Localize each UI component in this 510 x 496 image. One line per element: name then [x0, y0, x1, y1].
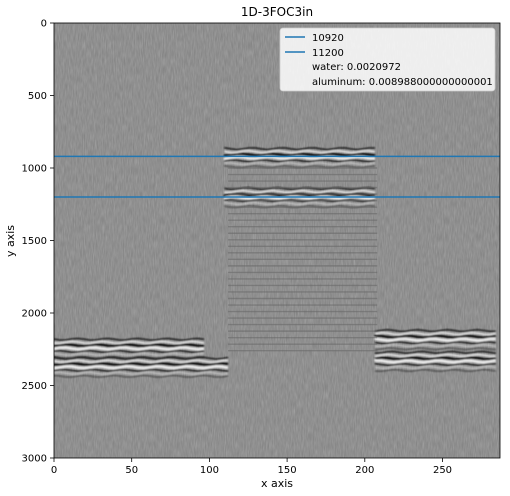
- legend-label-11200: 11200: [312, 48, 344, 59]
- reflector-4: [374, 350, 496, 372]
- reflector-0: [54, 356, 229, 378]
- x-tick-label: 100: [200, 465, 219, 476]
- x-tick-label: 50: [125, 465, 138, 476]
- x-tick-label: 150: [278, 465, 297, 476]
- x-tick-label: 250: [433, 465, 452, 476]
- x-tick-label: 200: [355, 465, 374, 476]
- legend-label-water: water: 0.0020972: [312, 62, 401, 73]
- y-axis: 0 500 1000 1500 2000 2500 3000: [22, 19, 54, 465]
- y-tick-label: 2500: [22, 381, 47, 392]
- x-axis-label: x axis: [261, 477, 293, 490]
- reflector-1: [54, 337, 205, 359]
- legend: 10920 11200 water: 0.0020972 aluminum: 0…: [279, 27, 496, 92]
- y-axis-label: y axis: [4, 225, 17, 257]
- y-tick-label: 500: [28, 91, 47, 102]
- legend-label-aluminum: aluminum: 0.008988000000000001: [312, 77, 493, 88]
- y-tick-label: 2000: [22, 309, 47, 320]
- y-tick-label: 3000: [22, 454, 47, 465]
- image-reflectors: [54, 147, 496, 378]
- legend-label-10920: 10920: [312, 33, 344, 44]
- image-noise: [54, 23, 500, 458]
- series-lines: [54, 155, 500, 198]
- y-tick-label: 1500: [22, 236, 47, 247]
- chart-title: 1D-3FOC3in: [241, 5, 313, 19]
- y-tick-label: 1000: [22, 164, 47, 175]
- plot-area: [54, 23, 500, 458]
- x-axis: 0 50 100 150 200 250: [51, 458, 452, 476]
- y-tick-label: 0: [41, 19, 47, 30]
- middle-block-striations: [228, 167, 378, 352]
- x-tick-label: 0: [51, 465, 57, 476]
- legend-box: [279, 27, 496, 92]
- reflector-5: [374, 328, 496, 351]
